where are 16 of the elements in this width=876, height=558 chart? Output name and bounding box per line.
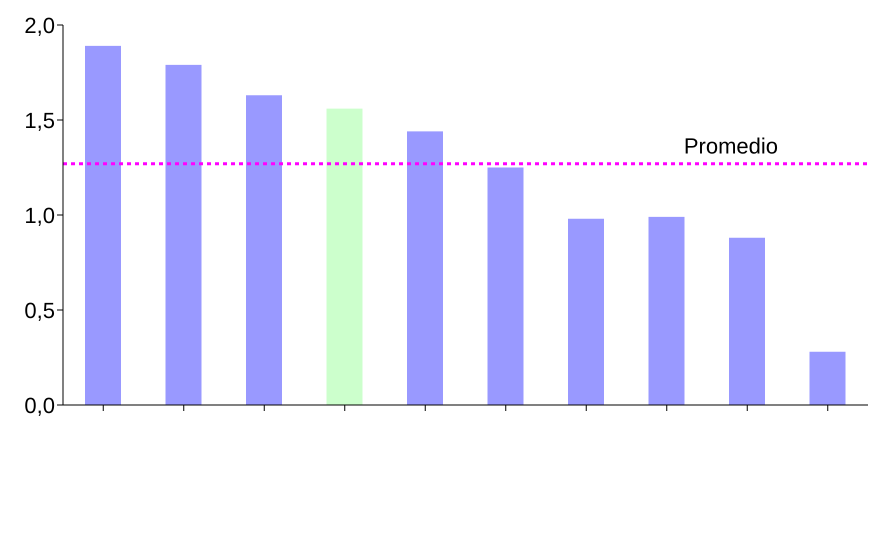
bar	[568, 218, 604, 405]
y-tick-label: 2,0	[24, 12, 55, 38]
bar	[810, 352, 846, 405]
bar	[729, 238, 765, 405]
bar	[85, 46, 121, 405]
bar	[407, 131, 443, 405]
y-tick-label: 1,0	[24, 202, 55, 228]
y-tick-label: 1,5	[24, 108, 55, 133]
bar	[246, 95, 282, 405]
bar	[488, 168, 524, 405]
y-tick-label: 0,0	[24, 392, 55, 418]
y-tick-label: 0,5	[24, 298, 55, 323]
bar	[166, 64, 202, 405]
bar	[326, 108, 362, 405]
ref-line-label: Promedio	[684, 134, 778, 159]
bar	[648, 216, 684, 405]
